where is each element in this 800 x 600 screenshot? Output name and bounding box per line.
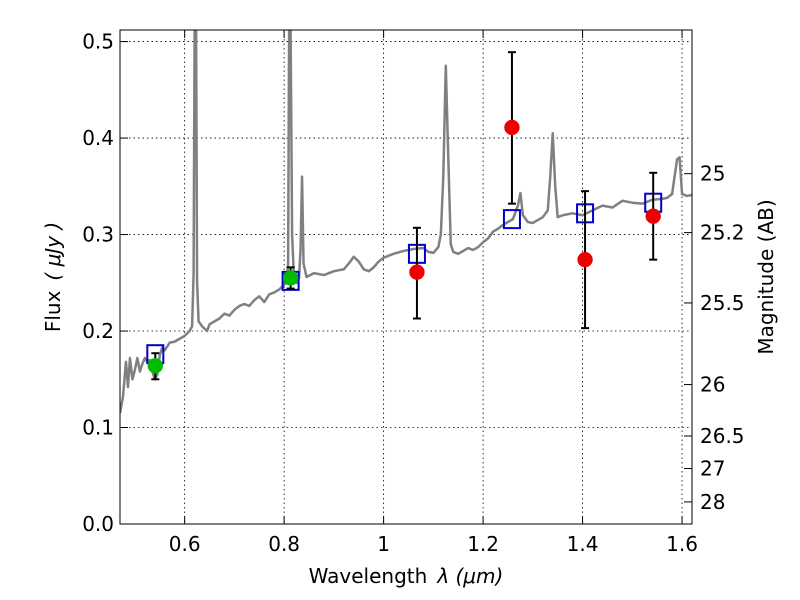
y-tick-label: 0.0 <box>82 512 114 536</box>
y-tick-label: 0.1 <box>82 416 114 440</box>
x-tick-label: 1 <box>377 532 390 556</box>
x-tick-label: 1.6 <box>666 532 698 556</box>
right-tick-label: 25.2 <box>700 221 745 245</box>
observed-point <box>504 119 520 136</box>
right-tick-label: 26 <box>700 373 725 397</box>
y-tick-label: 0.2 <box>82 319 114 343</box>
y-axis-title: Flux ( μJy ) <box>41 222 65 332</box>
observed-point <box>147 358 164 374</box>
y-tick-label: 0.3 <box>82 223 114 247</box>
observed-point <box>577 251 593 268</box>
y-tick-label: 0.5 <box>82 30 114 54</box>
x-tick-label: 0.6 <box>169 532 201 556</box>
x-axis-title: Wavelength λ (μm) <box>309 564 504 588</box>
observed-point <box>409 264 425 280</box>
spectrum-layer <box>120 30 692 414</box>
right-axis-title: Magnitude (AB) <box>754 199 778 354</box>
x-tick-label: 1.2 <box>467 532 499 556</box>
grid-lines <box>120 30 692 524</box>
right-tick-label: 25.5 <box>700 291 745 315</box>
right-tick-label: 28 <box>700 490 725 514</box>
x-tick-label: 1.4 <box>567 532 599 556</box>
right-tick-label: 26.5 <box>700 424 745 448</box>
observed-point <box>282 270 299 286</box>
y-axis-label: Flux <box>41 290 65 332</box>
spectrum-line <box>120 30 692 414</box>
x-axis-symbol: λ (μm) <box>436 564 503 588</box>
right-tick-label: 25 <box>700 162 725 186</box>
y-tick-label: 0.4 <box>82 126 114 150</box>
tick-layer: 0.60.811.21.41.60.00.10.20.30.40.524.725… <box>82 30 745 556</box>
y-axis-symbol: ( μJy ) <box>41 222 65 281</box>
x-tick-label: 0.8 <box>268 532 300 556</box>
plot-frame <box>119 29 693 525</box>
marker-layer <box>146 51 663 381</box>
observed-point <box>645 208 661 224</box>
right-tick-label: 27 <box>700 457 725 481</box>
x-axis-label: Wavelength <box>309 564 428 588</box>
model-square-marker <box>502 209 521 230</box>
